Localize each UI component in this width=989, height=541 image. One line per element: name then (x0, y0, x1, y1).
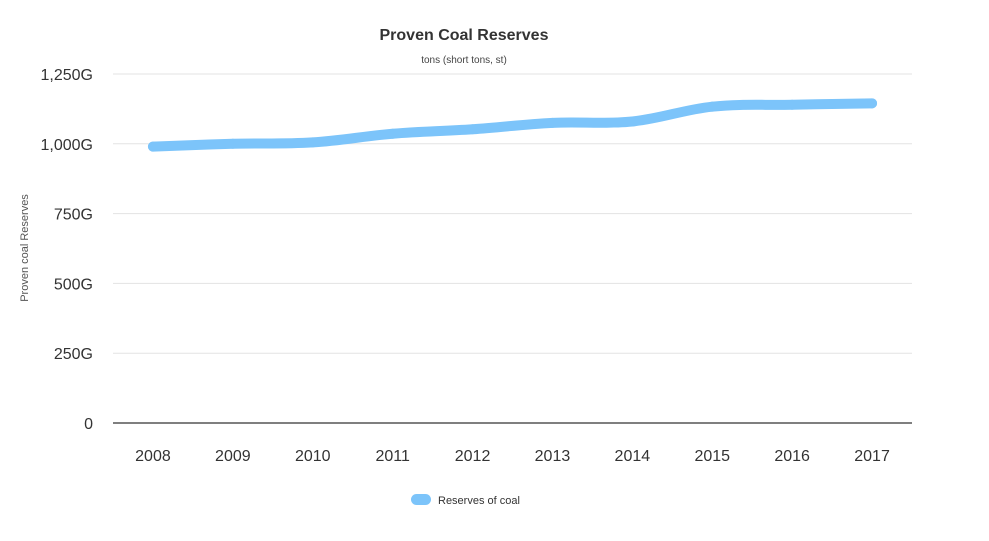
x-tick-label: 2014 (615, 448, 651, 465)
data-point[interactable] (787, 99, 798, 110)
y-tick-label: 1,250G (41, 67, 93, 84)
x-tick-label: 2016 (774, 448, 810, 465)
x-tick-label: 2011 (375, 448, 410, 465)
data-point[interactable] (387, 128, 398, 139)
chart-subtitle: tons (short tons, st) (421, 55, 507, 66)
y-axis-label: Proven coal Reserves (19, 194, 31, 302)
x-tick-label: 2009 (215, 448, 251, 465)
data-point[interactable] (227, 138, 238, 149)
series-line-reserves[interactable] (147, 98, 878, 152)
legend[interactable]: Reserves of coal (411, 494, 520, 507)
grid-lines (113, 73, 912, 354)
legend-label-reserves: Reserves of coal (438, 495, 520, 507)
legend-swatch (411, 494, 431, 505)
y-tick-label: 0 (84, 416, 93, 433)
series-lines (147, 98, 878, 152)
data-point[interactable] (307, 137, 318, 148)
data-point[interactable] (867, 98, 878, 109)
x-tick-label: 2017 (854, 448, 890, 465)
y-tick-label: 500G (54, 276, 93, 293)
data-point[interactable] (547, 117, 558, 128)
chart-title: Proven Coal Reserves (380, 27, 549, 44)
y-axis-ticks: 0 250G 500G 750G 1,000G 1,250G (41, 67, 94, 433)
y-tick-label: 750G (54, 207, 93, 224)
data-point[interactable] (467, 124, 478, 135)
y-tick-label: 250G (54, 346, 93, 363)
data-point[interactable] (627, 116, 638, 127)
x-tick-label: 2010 (295, 448, 331, 465)
x-tick-label: 2008 (135, 448, 171, 465)
x-tick-label: 2013 (535, 448, 571, 465)
x-tick-label: 2012 (455, 448, 491, 465)
data-point[interactable] (707, 101, 718, 112)
x-tick-label: 2015 (694, 448, 730, 465)
x-axis-ticks: 2008 2009 2010 2011 2012 2013 2014 2015 2016 2017 (135, 448, 890, 465)
data-point[interactable] (147, 141, 158, 152)
y-tick-label: 1,000G (41, 137, 93, 154)
